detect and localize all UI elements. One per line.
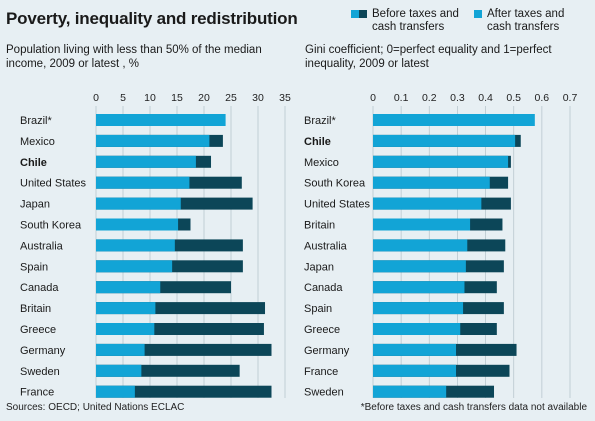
right-country-label: Chile bbox=[304, 136, 331, 148]
right-tick-label: 0.6 bbox=[535, 92, 550, 104]
right-bar-after bbox=[373, 134, 516, 147]
left-bar-after bbox=[96, 176, 190, 189]
sources-note: Sources: OECD; United Nations ECLAC bbox=[6, 402, 185, 413]
left-tick-label: 35 bbox=[279, 92, 291, 104]
left-tick-label: 20 bbox=[198, 92, 210, 104]
left-bar-after bbox=[96, 197, 181, 210]
left-tick-label: 10 bbox=[144, 92, 156, 104]
right-country-label: Australia bbox=[304, 240, 348, 252]
right-country-label: South Korea bbox=[304, 178, 366, 190]
left-country-label: Canada bbox=[20, 282, 59, 294]
left-country-label: South Korea bbox=[20, 220, 82, 232]
right-country-label: Sweden bbox=[304, 387, 344, 399]
legend-before-label: Before taxes and cash transfers bbox=[372, 8, 459, 33]
right-country-label: Japan bbox=[304, 261, 334, 273]
left-bar-after bbox=[96, 134, 210, 147]
left-tick-label: 15 bbox=[171, 92, 183, 104]
left-bar-after bbox=[96, 114, 226, 126]
left-country-label: Germany bbox=[20, 345, 66, 357]
left-bar-after bbox=[96, 281, 161, 294]
legend-after-label: After taxes and cash transfers bbox=[487, 8, 565, 33]
left-bar-after bbox=[96, 155, 196, 168]
left-bar-after bbox=[96, 323, 155, 335]
left-bar-after bbox=[96, 364, 142, 377]
right-chart-title: Gini coefficient; 0=perfect equality and… bbox=[305, 44, 552, 70]
left-bar-after bbox=[96, 218, 179, 231]
right-bar-after bbox=[373, 239, 468, 252]
right-country-label: Britain bbox=[304, 220, 335, 232]
legend-before-swatch-light bbox=[351, 10, 359, 18]
left-tick-label: 25 bbox=[225, 92, 237, 104]
left-country-label: Japan bbox=[20, 199, 50, 211]
right-bar-after bbox=[373, 218, 471, 231]
right-bar-after bbox=[373, 155, 509, 168]
footnote: *Before taxes and cash transfers data no… bbox=[360, 402, 587, 413]
right-bar-after bbox=[373, 281, 465, 294]
left-country-label: Britain bbox=[20, 303, 51, 315]
right-tick-label: 0 bbox=[370, 92, 376, 104]
right-tick-label: 0.4 bbox=[478, 92, 493, 104]
left-tick-label: 5 bbox=[120, 92, 126, 104]
right-tick-label: 0.5 bbox=[506, 92, 521, 104]
left-tick-label: 0 bbox=[93, 92, 99, 104]
left-country-label: Spain bbox=[20, 261, 48, 273]
right-bar-after bbox=[373, 364, 457, 377]
right-bar-after bbox=[373, 260, 466, 273]
right-country-label: Germany bbox=[304, 345, 350, 357]
left-bar-after bbox=[96, 239, 175, 252]
right-country-label: Greece bbox=[304, 324, 340, 336]
right-country-label: Brazil* bbox=[304, 115, 337, 127]
left-bar-after bbox=[96, 302, 156, 315]
legend-before-swatch-dark bbox=[359, 10, 367, 18]
right-tick-label: 0.7 bbox=[563, 92, 578, 104]
left-country-label: Australia bbox=[20, 240, 64, 252]
left-country-label: Brazil* bbox=[20, 115, 53, 127]
left-country-label: Chile bbox=[20, 157, 47, 169]
right-tick-label: 0.2 bbox=[422, 92, 437, 104]
right-bar-after bbox=[373, 323, 461, 335]
left-bar-after bbox=[96, 343, 145, 356]
right-bar-after bbox=[373, 343, 457, 356]
right-bar-after bbox=[373, 302, 464, 315]
right-country-label: Spain bbox=[304, 303, 332, 315]
right-bar-after bbox=[373, 176, 490, 189]
left-bar-after bbox=[96, 385, 135, 398]
right-country-label: United States bbox=[304, 199, 371, 211]
left-bar-after bbox=[96, 260, 173, 273]
left-country-label: Mexico bbox=[20, 136, 55, 148]
left-country-label: United States bbox=[20, 178, 87, 190]
left-chart-title: Population living with less than 50% of … bbox=[6, 44, 262, 70]
right-tick-label: 0.3 bbox=[450, 92, 465, 104]
left-country-label: Sweden bbox=[20, 366, 60, 378]
page-title: Poverty, inequality and redistribution bbox=[6, 9, 298, 28]
left-country-label: France bbox=[20, 387, 54, 399]
right-bar-after bbox=[373, 197, 482, 210]
right-country-label: Canada bbox=[304, 282, 343, 294]
right-bar-after bbox=[373, 385, 447, 398]
left-tick-label: 30 bbox=[252, 92, 264, 104]
right-country-label: France bbox=[304, 366, 338, 378]
right-tick-label: 0.1 bbox=[394, 92, 409, 104]
left-bar-before bbox=[96, 385, 272, 398]
right-country-label: Mexico bbox=[304, 157, 339, 169]
right-bar-after bbox=[373, 114, 535, 126]
left-country-label: Greece bbox=[20, 324, 56, 336]
legend-after-swatch bbox=[474, 10, 482, 18]
